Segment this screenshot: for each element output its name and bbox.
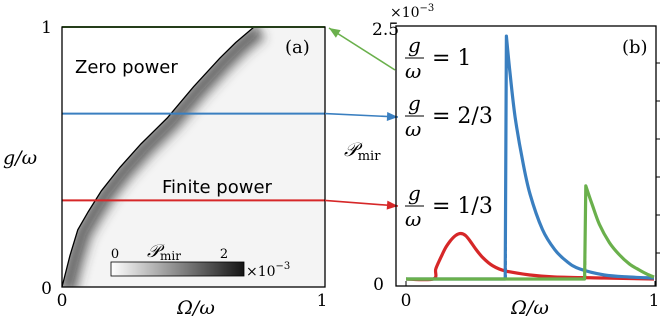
panel-b-ytick-top: 2.5 xyxy=(372,20,399,40)
panel-b-label: (b) xyxy=(622,37,648,58)
annotation-g-2-3: g ω = 2/3 xyxy=(405,91,493,141)
panel-b-ytick-0: 0 xyxy=(373,275,384,295)
panel-a-heatmap: (a) Zero power Finite power 0 1 1 0 Ω/ω … xyxy=(3,18,327,319)
panel-b-xtick-0: 0 xyxy=(401,291,412,311)
svg-text:g: g xyxy=(408,33,421,57)
svg-text:= 1/3: = 1/3 xyxy=(432,194,493,219)
arrow-head-2 xyxy=(386,200,398,210)
panel-a-label: (a) xyxy=(285,37,310,58)
series-line-1 xyxy=(406,34,655,281)
svg-text:g: g xyxy=(408,91,421,115)
arrow-line-1 xyxy=(324,112,399,118)
colorbar-tick-2: 2 xyxy=(220,247,228,262)
panel-a-ytick-0: 0 xyxy=(41,279,52,299)
svg-text:ω: ω xyxy=(405,117,421,141)
finite-power-label: Finite power xyxy=(162,177,273,198)
colorbar-tick-0: 0 xyxy=(111,247,119,262)
heatmap-fill xyxy=(62,27,325,287)
arrow-head-0 xyxy=(329,28,341,38)
arrow-line-0 xyxy=(328,27,396,71)
panel-a-xlabel: Ω/ω xyxy=(176,297,215,319)
panel-b-ylabel: 𝒫mir xyxy=(344,139,381,164)
svg-text:ω: ω xyxy=(405,207,421,231)
boundary-core xyxy=(62,27,259,287)
panel-b-right-ticks xyxy=(656,62,660,254)
series-lines xyxy=(405,34,655,282)
zero-power-region xyxy=(62,27,254,287)
annotation-g-1: g ω = 1 xyxy=(405,33,471,83)
svg-text:g: g xyxy=(408,181,421,205)
boundary-glow xyxy=(62,27,267,287)
svg-text:= 1: = 1 xyxy=(432,46,471,71)
colorbar-gradient xyxy=(110,261,245,277)
panel-a-xtick-0: 0 xyxy=(57,291,68,311)
panel-a-ylabel: g/ω xyxy=(3,147,37,169)
panel-b-y-multiplier: ×10−3 xyxy=(390,3,434,21)
arrow-head-1 xyxy=(386,111,398,121)
arrow-line-2 xyxy=(324,199,399,207)
threshold-lines xyxy=(505,36,587,279)
panel-a-ytick-1: 1 xyxy=(41,18,52,38)
panel-b-lineplot: (b) 0 1 Ω/ω 0 2.5 ×10−3 𝒫mir g ω = 1 g ω… xyxy=(344,3,660,319)
colorbar-multiplier: ×10−3 xyxy=(246,261,290,280)
panel-b-frame xyxy=(395,25,657,287)
panel-a-xtick-1: 1 xyxy=(317,291,328,311)
phase-boundary-curve xyxy=(61,26,255,288)
annotation-g-1-3: g ω = 1/3 xyxy=(405,181,493,231)
panel-a-frame xyxy=(61,26,326,288)
svg-text:= 2/3: = 2/3 xyxy=(432,104,493,129)
finite-power-region xyxy=(62,27,325,287)
connector-arrows xyxy=(324,27,399,210)
svg-text:ω: ω xyxy=(405,59,421,83)
panel-b-xlabel: Ω/ω xyxy=(510,297,549,319)
panel-b-xtick-1: 1 xyxy=(649,291,660,311)
zero-power-label: Zero power xyxy=(75,57,178,78)
series-line-2 xyxy=(406,184,655,281)
series-line-0 xyxy=(405,231,655,282)
